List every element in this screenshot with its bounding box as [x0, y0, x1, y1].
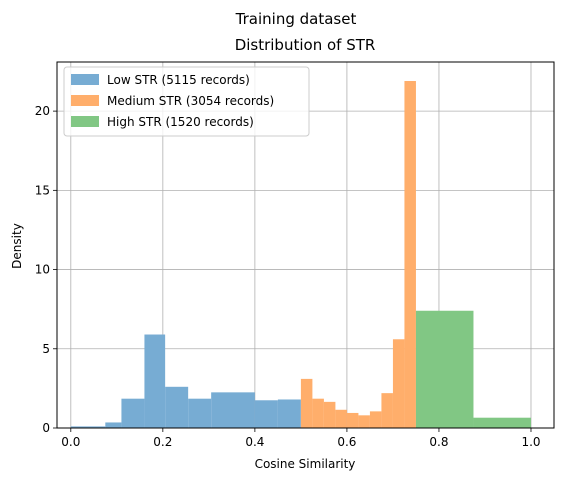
x-tick-label: 0.6	[337, 435, 356, 449]
histogram-bar	[105, 422, 122, 428]
histogram-bar	[277, 399, 301, 428]
series-1-bars	[70, 334, 301, 428]
legend-label: Low STR (5115 records)	[107, 73, 250, 87]
histogram-bar	[165, 386, 189, 428]
y-tick-label: 10	[35, 263, 50, 277]
series-2-bars	[300, 81, 416, 428]
histogram-bar	[70, 426, 106, 428]
y-axis-label: Density	[10, 223, 24, 269]
histogram-bar	[188, 398, 212, 428]
y-axis-ticks: 0 5 10 15 20	[35, 104, 57, 435]
chart-title: Distribution of STR	[235, 36, 376, 54]
histogram-bar	[121, 398, 145, 428]
x-axis-label: Cosine Similarity	[255, 457, 356, 471]
x-axis-ticks: 0.0 0.2 0.4 0.6 0.8 1.0	[61, 428, 541, 449]
histogram-bar	[346, 412, 359, 428]
legend-label: Medium STR (3054 records)	[107, 94, 274, 108]
legend-label: High STR (1520 records)	[107, 115, 254, 129]
x-tick-label: 0.0	[61, 435, 80, 449]
histogram-bar	[323, 401, 336, 428]
x-tick-label: 0.2	[153, 435, 172, 449]
histogram-bar	[300, 378, 313, 428]
series-3-bars	[415, 310, 531, 428]
histogram-bar	[358, 415, 370, 428]
legend-swatch	[71, 116, 99, 127]
histogram-bar	[404, 81, 416, 428]
legend-box	[63, 66, 310, 137]
plot-frame	[56, 61, 555, 429]
histogram-bar	[369, 411, 382, 428]
histogram-bar	[415, 310, 474, 428]
y-tick-label: 20	[35, 104, 50, 118]
y-tick-label: 5	[42, 342, 50, 356]
legend-swatch	[71, 95, 99, 106]
histogram-bar	[254, 400, 278, 428]
y-tick-label: 0	[42, 421, 50, 435]
x-tick-label: 1.0	[521, 435, 540, 449]
legend-swatch	[71, 74, 99, 85]
y-tick-label: 15	[35, 183, 50, 197]
x-tick-label: 0.8	[429, 435, 448, 449]
histogram-bar	[392, 339, 405, 428]
figure-suptitle: Training dataset	[235, 10, 357, 28]
histogram-bar	[335, 409, 347, 428]
x-tick-label: 0.4	[245, 435, 264, 449]
histogram-bar	[144, 334, 166, 428]
histogram-bar	[211, 392, 255, 428]
histogram-bar	[312, 398, 324, 428]
histogram-bar	[473, 417, 531, 428]
legend: Low STR (5115 records) Medium STR (3054 r…	[63, 66, 310, 137]
histogram-bar	[381, 393, 393, 428]
histogram-bars	[70, 81, 531, 428]
